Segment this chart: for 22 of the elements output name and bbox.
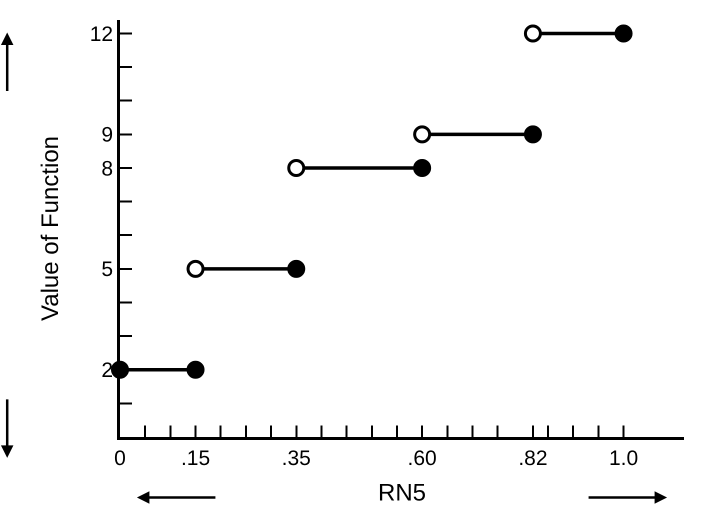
point xyxy=(524,24,542,42)
x-tick-label: 1.0 xyxy=(608,446,638,470)
point xyxy=(413,158,432,177)
point xyxy=(186,360,205,379)
y-tick-label: 2 xyxy=(101,359,114,382)
y-tick-label: 8 xyxy=(101,157,114,180)
point xyxy=(186,260,205,278)
point xyxy=(413,125,432,144)
x-axis-title: RN5 xyxy=(378,479,426,506)
y-tick-label: 9 xyxy=(101,124,114,147)
point xyxy=(287,260,306,278)
x-tick-label: .82 xyxy=(518,446,548,470)
y-tick-label: 5 xyxy=(101,258,114,282)
point xyxy=(287,158,306,177)
x-tick-label: 0 xyxy=(114,446,126,470)
point xyxy=(614,24,633,42)
point xyxy=(524,125,542,144)
x-tick-label: .60 xyxy=(408,446,437,470)
y-tick-label: 12 xyxy=(90,22,114,46)
x-tick-label: .35 xyxy=(282,446,311,470)
y-axis-title: Value of Function xyxy=(36,136,64,322)
x-tick-label: .15 xyxy=(180,446,210,470)
